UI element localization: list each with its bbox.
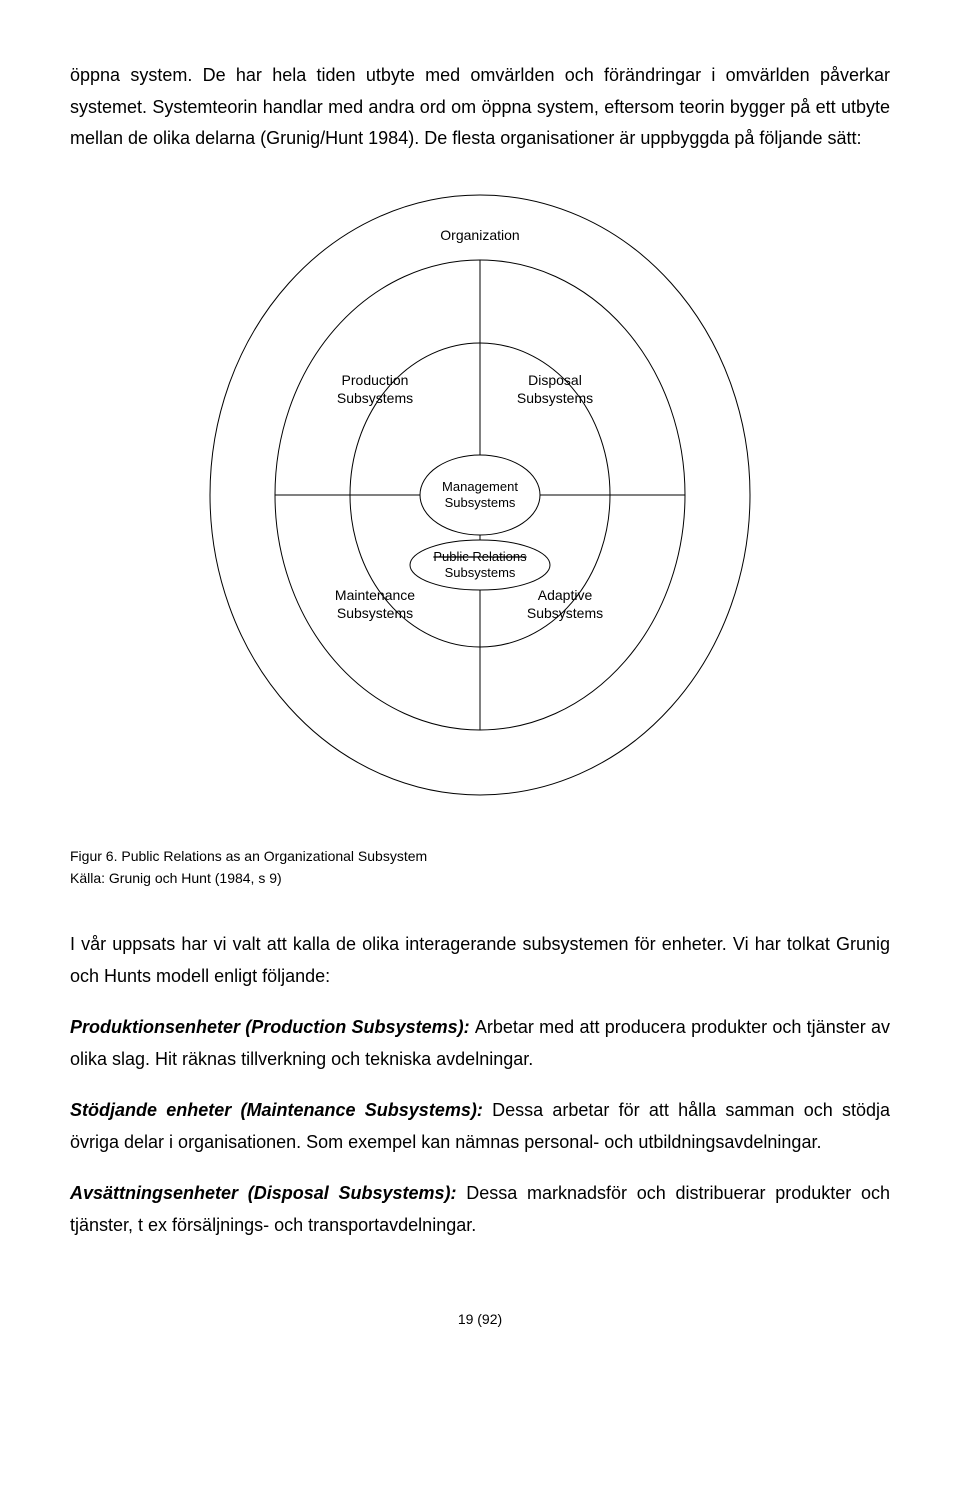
figure-caption: Figur 6. Public Relations as an Organiza… — [70, 845, 890, 890]
label-disposal-2: Subsystems — [517, 390, 593, 406]
intro-paragraph: öppna system. De har hela tiden utbyte m… — [70, 60, 890, 155]
label-management-2: Subsystems — [445, 495, 516, 510]
label-disposal-1: Disposal — [528, 372, 582, 388]
body-disposal: Avsättningsenheter (Disposal Subsystems)… — [70, 1178, 890, 1241]
label-pr-1: Public Relations — [433, 549, 527, 564]
figure-caption-line1: Figur 6. Public Relations as an Organiza… — [70, 845, 890, 867]
label-maintenance-1: Maintenance — [335, 587, 415, 603]
page-footer: 19 (92) — [70, 1311, 890, 1327]
label-production-2: Subsystems — [337, 390, 413, 406]
body-maintenance: Stödjande enheter (Maintenance Subsystem… — [70, 1095, 890, 1158]
body-p1: I vår uppsats har vi valt att kalla de o… — [70, 929, 890, 992]
label-pr-2: Subsystems — [445, 565, 516, 580]
label-adaptive-1: Adaptive — [538, 587, 593, 603]
label-production-1: Production — [342, 372, 409, 388]
figure-caption-line2: Källa: Grunig och Hunt (1984, s 9) — [70, 867, 890, 889]
label-maintenance-2: Subsystems — [337, 605, 413, 621]
production-lead: Produktionsenheter (Production Subsystem… — [70, 1017, 475, 1037]
label-adaptive-2: Subsystems — [527, 605, 603, 621]
body-production: Produktionsenheter (Production Subsystem… — [70, 1012, 890, 1075]
label-management-1: Management — [442, 479, 518, 494]
label-organization: Organization — [440, 227, 519, 243]
maintenance-lead: Stödjande enheter (Maintenance Subsystem… — [70, 1100, 492, 1120]
org-subsystem-diagram: Organization Production Subsystems Dispo… — [200, 185, 760, 805]
disposal-lead: Avsättningsenheter (Disposal Subsystems)… — [70, 1183, 466, 1203]
diagram-container: Organization Production Subsystems Dispo… — [70, 185, 890, 805]
